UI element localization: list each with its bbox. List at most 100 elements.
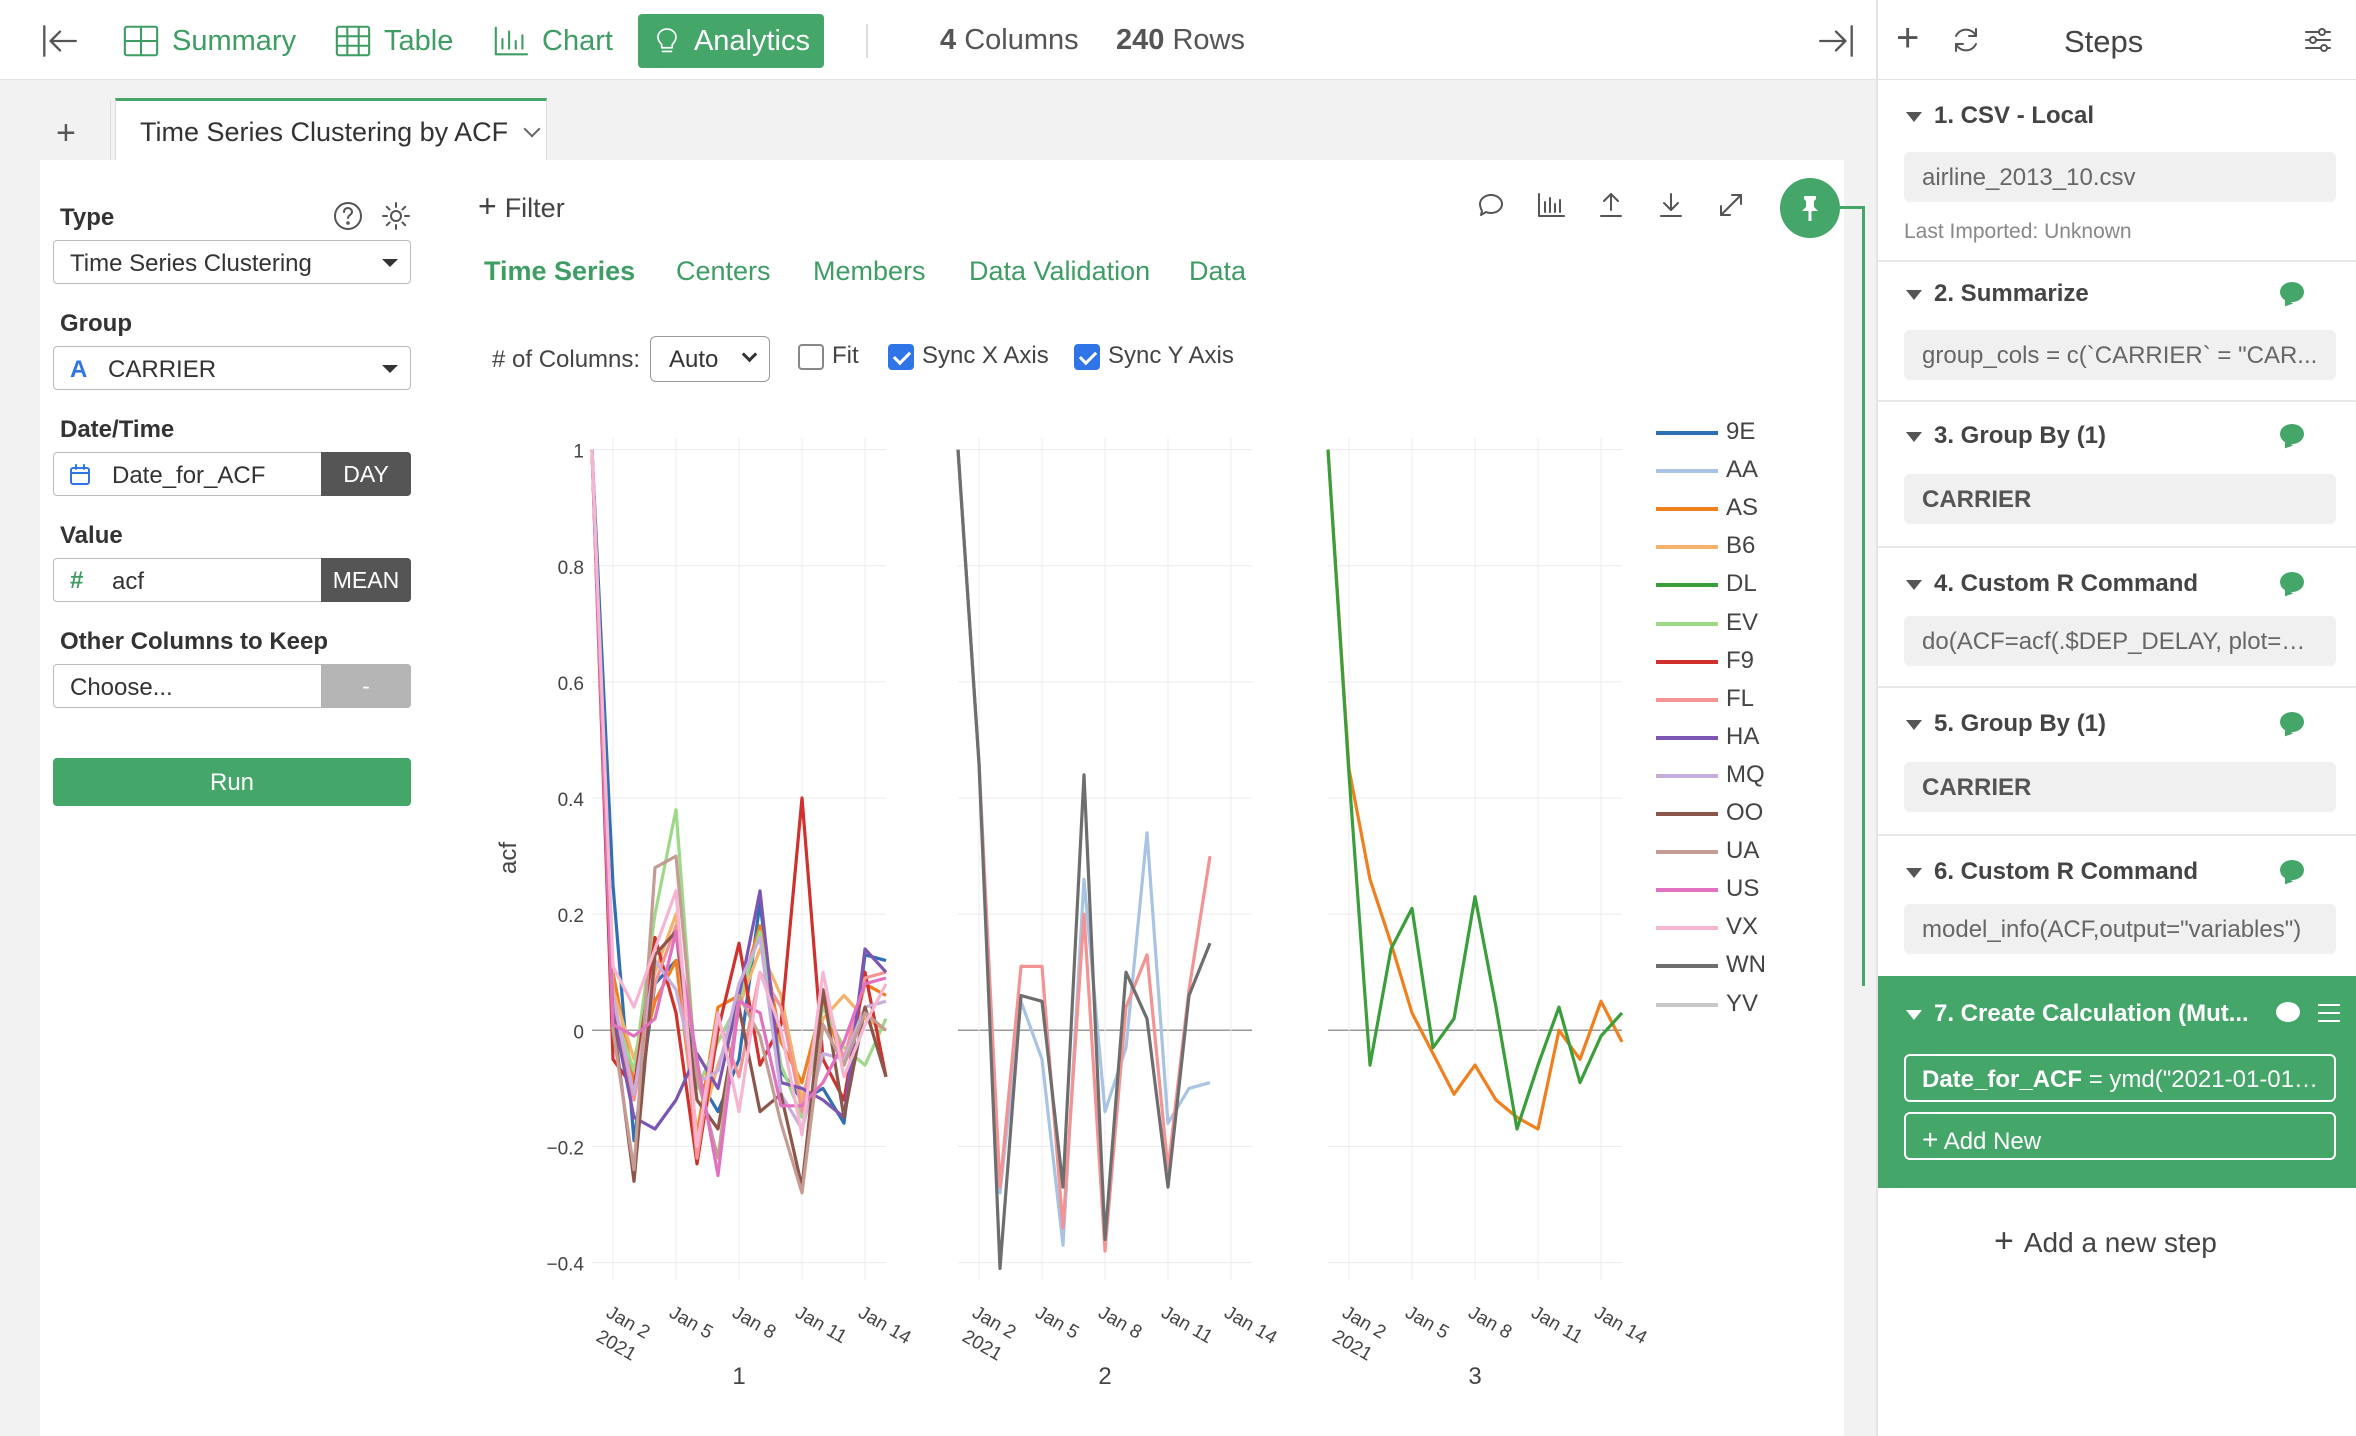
nav-summary-label: Summary <box>172 24 297 57</box>
tab-members[interactable]: Members <box>813 256 926 286</box>
other-columns-field[interactable]: Choose... - <box>53 664 411 708</box>
legend-swatch <box>1656 431 1718 435</box>
chart-series <box>590 449 1624 1271</box>
value-field[interactable]: # acf MEAN <box>53 558 411 602</box>
series-line-fl[interactable] <box>956 449 1212 1253</box>
datetime-column-name: Date_for_ACF <box>112 462 266 489</box>
filter-button[interactable]: + Filter <box>478 188 565 225</box>
chevron-down-icon[interactable] <box>523 120 541 138</box>
lightbulb-icon <box>657 28 677 53</box>
y-axis-label: acf <box>495 842 522 874</box>
help-icon[interactable] <box>332 200 364 232</box>
collapse-left-icon[interactable] <box>38 20 80 62</box>
tab-centers[interactable]: Centers <box>676 256 771 286</box>
value-column-name: acf <box>112 568 145 595</box>
type-select[interactable]: Time Series Clustering <box>53 240 411 284</box>
download-icon[interactable] <box>1656 190 1686 225</box>
series-line-f9[interactable] <box>590 449 888 1166</box>
toolbar-divider <box>866 24 868 58</box>
step-content: group_cols = c(`CARRIER` = "CAR... <box>1904 330 2336 380</box>
columns-count: 4 Columns <box>940 24 1079 56</box>
y-tick-label: −0.4 <box>546 1255 584 1276</box>
refresh-icon[interactable] <box>1950 24 1982 61</box>
sync-x-checkbox[interactable] <box>888 343 914 370</box>
comment-icon[interactable] <box>2276 1002 2300 1022</box>
y-tick-label: 1 <box>573 442 584 463</box>
comment-icon[interactable] <box>2280 282 2304 302</box>
chart-icon[interactable] <box>1536 190 1566 225</box>
step-divider <box>1878 260 2356 262</box>
other-columns-placeholder: Choose... <box>70 674 173 701</box>
legend-label: WN <box>1726 951 1766 979</box>
x-tick-label: Jan 14 <box>1591 1302 1651 1349</box>
collapse-right-icon[interactable] <box>1816 20 1858 62</box>
add-new-button[interactable]: + Add New <box>1904 1112 2336 1160</box>
series-line-us[interactable] <box>590 449 887 1178</box>
fit-option[interactable]: Fit <box>798 342 859 370</box>
columns-option-select[interactable]: Auto <box>650 336 770 382</box>
y-tick-label: 0 <box>573 1022 584 1043</box>
expand-icon[interactable] <box>1716 190 1746 225</box>
series-line-aa[interactable] <box>956 449 1211 1247</box>
x-tick-label: Jan 8 <box>729 1302 780 1343</box>
step-note: Last Imported: Unknown <box>1904 220 2132 243</box>
sync-y-option[interactable]: Sync Y Axis <box>1074 342 1234 370</box>
comment-icon[interactable] <box>1476 190 1506 225</box>
comment-icon[interactable] <box>2280 572 2304 592</box>
nav-table[interactable]: Table <box>320 14 467 68</box>
type-label: Type <box>60 204 115 231</box>
sync-x-option[interactable]: Sync X Axis <box>888 342 1049 370</box>
datetime-field[interactable]: Date_for_ACF DAY <box>53 452 411 496</box>
group-select[interactable]: A CARRIER <box>53 346 411 390</box>
sliders-icon[interactable] <box>2302 24 2334 61</box>
steps-title: Steps <box>2064 24 2144 59</box>
pin-button[interactable] <box>1780 178 1840 238</box>
step-7-active[interactable]: 7. Create Calculation (Mut... Date_for_A… <box>1878 976 2356 1188</box>
menu-icon[interactable] <box>2318 1004 2340 1022</box>
other-columns-agg-button[interactable]: - <box>321 664 411 708</box>
series-line-wn[interactable] <box>956 449 1212 1271</box>
add-step-icon[interactable]: + <box>1896 16 1920 60</box>
step-divider <box>1878 834 2356 836</box>
tab-data[interactable]: Data <box>1189 256 1247 286</box>
run-button[interactable]: Run <box>53 758 411 806</box>
comment-icon[interactable] <box>2280 712 2304 732</box>
x-tick-label: Jan 5 <box>1402 1302 1453 1343</box>
legend-label: YV <box>1726 989 1759 1017</box>
nav-summary[interactable]: Summary <box>108 14 310 68</box>
step-content: CARRIER <box>1904 762 2336 812</box>
datetime-label: Date/Time <box>60 416 175 443</box>
y-tick-label: 0.6 <box>558 674 584 695</box>
aggregation-button[interactable]: MEAN <box>321 558 411 602</box>
legend-label: B6 <box>1726 532 1756 560</box>
steps-panel: + Steps 1. CSV - Local airline_2013_10.c… <box>1862 0 2356 1436</box>
series-line-as[interactable] <box>1326 449 1624 1131</box>
legend-label: AS <box>1726 494 1759 522</box>
caret-down-icon <box>1906 1009 1922 1020</box>
y-tick-label: 0.4 <box>558 790 585 811</box>
tab-strip-divider <box>110 100 111 160</box>
tab-time-series-clustering[interactable]: Time Series Clustering by ACF <box>115 98 547 161</box>
series-line-dl[interactable] <box>1326 449 1624 1131</box>
step-divider <box>1878 686 2356 688</box>
add-tab-icon[interactable]: + <box>56 114 76 152</box>
step-content: airline_2013_10.csv <box>1904 152 2336 202</box>
sync-y-checkbox[interactable] <box>1074 343 1100 370</box>
tab-data-validation[interactable]: Data Validation <box>969 256 1151 286</box>
x-tick-label: Jan 14 <box>855 1302 915 1349</box>
analytics-tab-strip: + Time Series Clustering by ACF <box>0 80 1876 161</box>
step-title: 2. Summarize <box>1906 280 2089 308</box>
tab-time-series[interactable]: Time Series <box>484 256 636 286</box>
gear-icon[interactable] <box>380 200 412 232</box>
series-line-ua[interactable] <box>590 449 888 1195</box>
add-new-step-button[interactable]: + Add a new step <box>1994 1222 2217 1260</box>
nav-chart[interactable]: Chart <box>478 14 627 68</box>
datetime-unit-button[interactable]: DAY <box>321 452 411 496</box>
fit-checkbox[interactable] <box>798 343 824 370</box>
number-type-icon: # <box>70 567 84 594</box>
series-line-vx[interactable] <box>590 449 888 1149</box>
nav-analytics[interactable]: Analytics <box>638 14 824 68</box>
comment-icon[interactable] <box>2280 424 2304 444</box>
upload-icon[interactable] <box>1596 190 1626 225</box>
comment-icon[interactable] <box>2280 860 2304 880</box>
